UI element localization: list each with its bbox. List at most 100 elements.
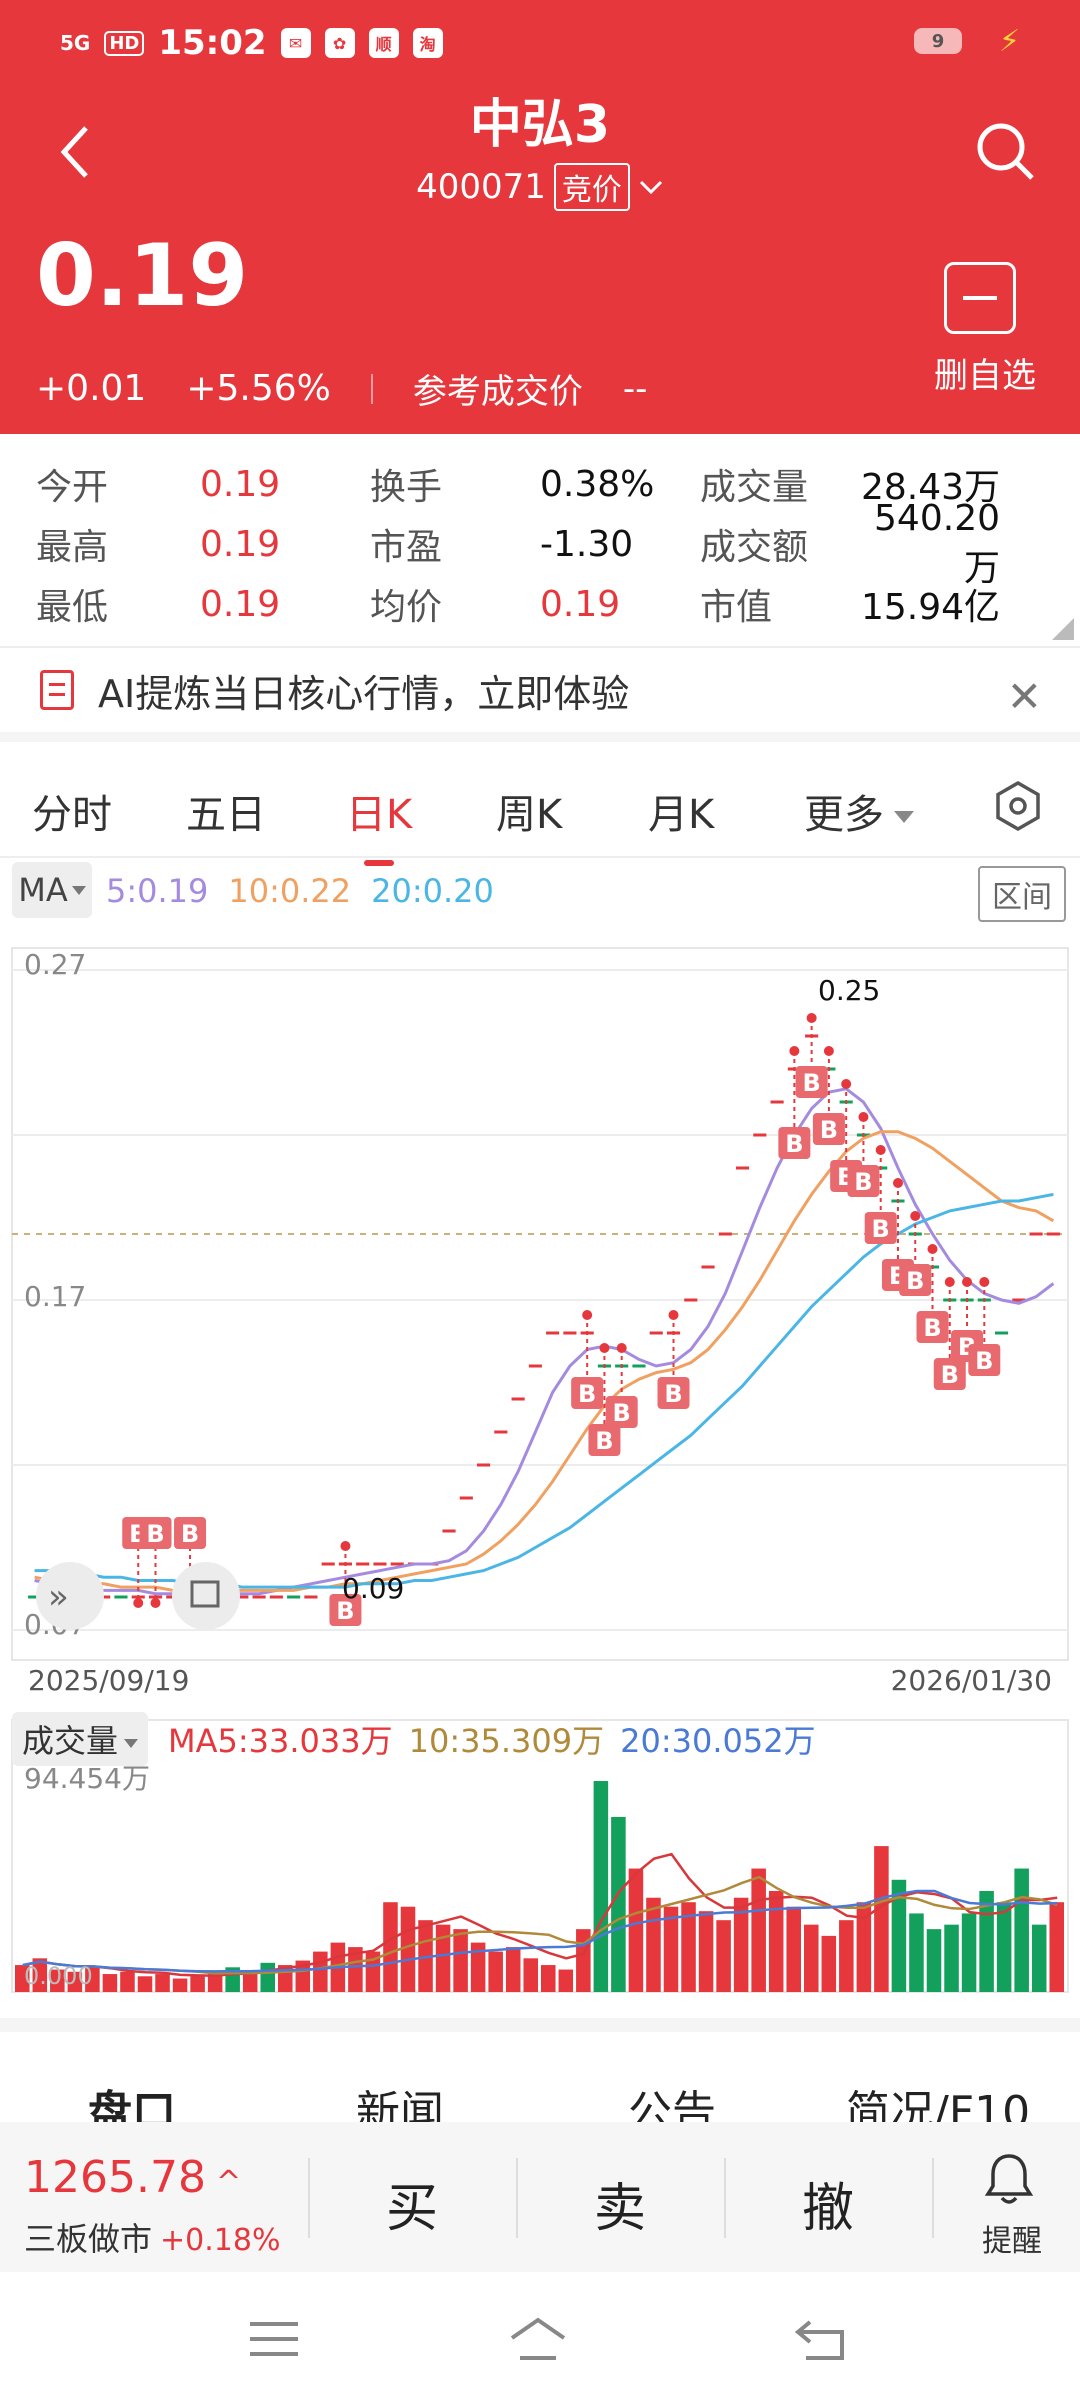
index-value-row[interactable]: 1265.78 ^ bbox=[24, 2152, 241, 2203]
scroll-left-bg bbox=[36, 1562, 104, 1630]
buy-signal-label: B bbox=[923, 1314, 941, 1342]
volume-bar bbox=[365, 1951, 381, 1992]
tab-five-day[interactable]: 五日 bbox=[186, 792, 266, 838]
buy-signal-badge bbox=[329, 1594, 362, 1626]
volume-bar bbox=[488, 1951, 503, 1992]
cancel-order-button[interactable]: 撤 bbox=[802, 2179, 855, 2239]
caret-down-icon bbox=[124, 1738, 139, 1748]
stock-code: 400071 bbox=[416, 167, 546, 207]
stats-row: 最高 0.19 市盈 -1.30 成交额 540.20万 bbox=[36, 498, 1044, 589]
index-value: 1265.78 bbox=[24, 2152, 206, 2203]
volume-bar bbox=[628, 1868, 644, 1992]
bell-icon[interactable] bbox=[984, 2152, 1034, 2206]
buy-signal-badge bbox=[778, 1127, 811, 1159]
volume-min-label: 0.000 bbox=[24, 1962, 93, 1990]
volume-bar bbox=[733, 1897, 749, 1992]
home-icon[interactable] bbox=[508, 2314, 568, 2364]
high-price-label: 0.25 bbox=[818, 974, 880, 1007]
stock-code-row[interactable]: 400071 竞价 bbox=[0, 163, 1080, 211]
volume-bar bbox=[505, 1947, 521, 1992]
chart-frame bbox=[11, 947, 1069, 1661]
ai-banner[interactable]: AI提炼当日核心行情，立即体验 ✕ bbox=[0, 646, 1080, 742]
price-change-pct: +5.56% bbox=[186, 368, 331, 409]
caret-down-icon bbox=[71, 885, 86, 895]
remove-watchlist-label[interactable]: 删自选 bbox=[934, 356, 1036, 396]
index-name: 三板做市 bbox=[24, 2220, 153, 2258]
auction-tag: 竞价 bbox=[553, 163, 630, 211]
expand-corner-icon[interactable] bbox=[1052, 618, 1074, 640]
volume-selector[interactable]: 成交量 bbox=[12, 1712, 149, 1766]
tab-intraday[interactable]: 分时 bbox=[32, 792, 112, 838]
back-nav-icon[interactable] bbox=[792, 2314, 852, 2364]
buy-signal-badge bbox=[571, 1377, 604, 1409]
buy-signal-badge bbox=[588, 1424, 621, 1456]
ma-indicator-row: MA 5:0.19 10:0.22 20:0.20 区间 bbox=[0, 862, 1080, 924]
x-start-date: 2025/09/19 bbox=[28, 1664, 189, 1697]
volume-selector-label: 成交量 bbox=[22, 1722, 119, 1760]
volume-ma5: MA5:33.033万 bbox=[168, 1722, 393, 1760]
tab-more[interactable]: 更多 bbox=[804, 782, 914, 840]
buy-signal-label: B bbox=[664, 1380, 682, 1408]
stat-value: 0.19 bbox=[200, 583, 281, 625]
signal-dot bbox=[133, 1598, 144, 1608]
buy-button[interactable]: 买 bbox=[386, 2179, 439, 2239]
volume-ma20: 20:30.052万 bbox=[620, 1722, 816, 1760]
tab-weekly-k[interactable]: 周K bbox=[496, 792, 563, 838]
volume-bar bbox=[558, 1969, 574, 1992]
volume-bar bbox=[979, 1890, 994, 1992]
alert-label[interactable]: 提醒 bbox=[982, 2224, 1042, 2259]
volume-bar bbox=[172, 1978, 188, 1992]
scroll-left-button[interactable]: » bbox=[36, 1562, 104, 1630]
buy-signal-label: B bbox=[802, 1069, 820, 1097]
divider bbox=[932, 2158, 934, 2238]
stat-value: -1.30 bbox=[540, 523, 634, 565]
buy-signal-label: B bbox=[854, 1168, 872, 1196]
stat-value: 0.19 bbox=[540, 583, 621, 625]
chevron-down-icon[interactable] bbox=[638, 177, 664, 197]
menu-icon[interactable] bbox=[244, 2314, 304, 2364]
buy-signal-label: B bbox=[941, 1361, 959, 1389]
battery-icon: 9 bbox=[914, 28, 962, 54]
ma-selector[interactable]: MA bbox=[12, 862, 92, 918]
divider bbox=[724, 2158, 726, 2238]
buy-signal-label: B bbox=[146, 1520, 164, 1548]
close-icon[interactable]: ✕ bbox=[1006, 672, 1042, 721]
volume-bar bbox=[348, 1947, 363, 1992]
stat-label: 成交量 bbox=[700, 467, 809, 508]
buy-signal-label: B bbox=[820, 1116, 838, 1144]
volume-bar bbox=[313, 1951, 328, 1992]
volume-bar bbox=[909, 1913, 924, 1992]
buy-signal-label: B bbox=[785, 1130, 803, 1158]
app-icon: ✿ bbox=[324, 28, 355, 58]
hd-icon: HD bbox=[104, 30, 145, 56]
buy-signal-label: B bbox=[975, 1347, 993, 1375]
search-icon[interactable] bbox=[974, 120, 1036, 182]
buy-signal-badge bbox=[864, 1212, 897, 1244]
buy-signal-badge bbox=[174, 1517, 207, 1549]
remove-watchlist-button[interactable] bbox=[944, 262, 1016, 334]
buy-signal-label: B bbox=[181, 1520, 199, 1548]
volume-bar bbox=[996, 1902, 1012, 1992]
stats-grid: 今开 0.19 换手 0.38% 成交量 28.43万 最高 0.19 市盈 -… bbox=[0, 434, 1080, 644]
sell-button[interactable]: 卖 bbox=[594, 2179, 647, 2239]
tab-more-label: 更多 bbox=[804, 792, 884, 838]
buy-signal-label: B bbox=[595, 1427, 613, 1455]
volume-bar bbox=[383, 1902, 398, 1992]
buy-signal-badge bbox=[933, 1358, 966, 1390]
reset-view-icon bbox=[190, 1580, 220, 1608]
wechat-icon: ✉ bbox=[280, 28, 311, 58]
tab-monthly-k[interactable]: 月K bbox=[648, 792, 715, 838]
ref-price-label: 参考成交价 bbox=[412, 372, 583, 412]
stats-row: 今开 0.19 换手 0.38% 成交量 28.43万 bbox=[36, 454, 1044, 514]
reset-view-button[interactable] bbox=[172, 1562, 240, 1630]
ref-price-value: -- bbox=[622, 368, 648, 409]
volume-frame bbox=[11, 1719, 1069, 1993]
back-icon[interactable] bbox=[56, 122, 96, 182]
tab-daily-k[interactable]: 日K bbox=[346, 782, 412, 866]
range-button[interactable]: 区间 bbox=[978, 866, 1066, 922]
volume-chart[interactable]: 94.454万 0.000 bbox=[0, 1700, 1080, 2010]
volume-bar bbox=[891, 1879, 907, 1992]
volume-bar bbox=[453, 1929, 468, 1992]
settings-hexagon-icon[interactable] bbox=[992, 780, 1044, 832]
